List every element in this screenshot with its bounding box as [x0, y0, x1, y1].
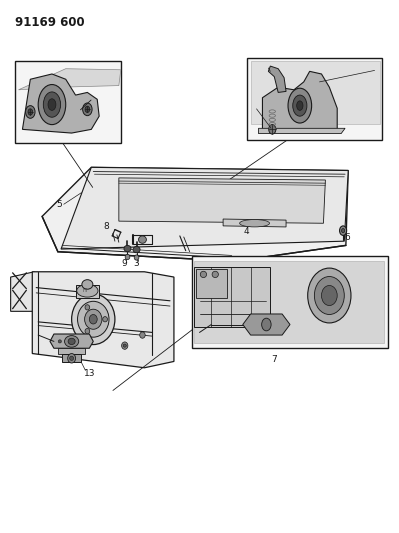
Text: 13: 13	[84, 368, 96, 377]
Ellipse shape	[68, 338, 75, 344]
Ellipse shape	[72, 294, 115, 344]
Text: 8: 8	[103, 222, 109, 231]
Text: 4: 4	[244, 227, 249, 236]
Ellipse shape	[89, 314, 97, 324]
Bar	[192, 256, 388, 348]
Ellipse shape	[77, 301, 109, 337]
Ellipse shape	[262, 318, 271, 331]
Polygon shape	[58, 348, 85, 353]
Ellipse shape	[85, 328, 90, 334]
Ellipse shape	[85, 106, 90, 112]
Ellipse shape	[125, 254, 130, 260]
Polygon shape	[42, 167, 348, 261]
Ellipse shape	[123, 344, 126, 347]
Text: 6: 6	[344, 233, 350, 242]
Polygon shape	[61, 167, 348, 249]
Ellipse shape	[269, 125, 276, 134]
Ellipse shape	[293, 95, 307, 116]
Polygon shape	[223, 219, 286, 227]
Ellipse shape	[322, 286, 337, 305]
Polygon shape	[11, 272, 34, 311]
Ellipse shape	[57, 338, 63, 345]
Polygon shape	[259, 128, 345, 134]
Ellipse shape	[342, 229, 345, 233]
Ellipse shape	[43, 92, 61, 117]
Ellipse shape	[82, 280, 93, 289]
Text: 12: 12	[246, 101, 257, 110]
Ellipse shape	[103, 317, 107, 322]
Ellipse shape	[200, 271, 207, 278]
Polygon shape	[32, 272, 174, 368]
Ellipse shape	[26, 106, 35, 118]
Ellipse shape	[138, 236, 146, 243]
Ellipse shape	[38, 85, 66, 125]
Polygon shape	[243, 314, 290, 335]
Polygon shape	[22, 74, 99, 133]
Ellipse shape	[48, 99, 56, 110]
Ellipse shape	[340, 226, 347, 236]
Bar	[247, 58, 383, 140]
Ellipse shape	[212, 271, 218, 278]
Ellipse shape	[133, 246, 140, 253]
Ellipse shape	[140, 332, 145, 338]
Ellipse shape	[65, 336, 79, 347]
Text: 10: 10	[373, 60, 383, 69]
Ellipse shape	[314, 277, 344, 314]
Polygon shape	[194, 266, 270, 327]
Polygon shape	[196, 269, 227, 298]
Text: 2: 2	[99, 93, 105, 102]
Polygon shape	[269, 66, 286, 92]
Text: HI: HI	[83, 288, 88, 293]
Ellipse shape	[77, 285, 98, 297]
Text: 9: 9	[121, 259, 127, 268]
Polygon shape	[18, 69, 121, 90]
Ellipse shape	[83, 103, 92, 116]
Ellipse shape	[68, 353, 75, 363]
Polygon shape	[251, 61, 381, 124]
Ellipse shape	[58, 340, 61, 343]
Ellipse shape	[124, 245, 131, 252]
Polygon shape	[50, 334, 93, 348]
Ellipse shape	[134, 255, 139, 260]
Polygon shape	[263, 71, 337, 130]
Ellipse shape	[297, 101, 303, 110]
Polygon shape	[62, 353, 81, 362]
Ellipse shape	[28, 109, 33, 115]
Text: 7: 7	[271, 356, 277, 365]
Polygon shape	[75, 285, 99, 298]
Bar	[15, 61, 121, 142]
Polygon shape	[194, 261, 384, 343]
Ellipse shape	[70, 356, 73, 360]
Ellipse shape	[288, 88, 312, 123]
Text: 11: 11	[261, 58, 271, 67]
Ellipse shape	[85, 305, 90, 310]
Ellipse shape	[122, 342, 128, 349]
Ellipse shape	[85, 309, 102, 329]
Text: 91169 600: 91169 600	[15, 16, 84, 29]
Ellipse shape	[308, 268, 351, 323]
Ellipse shape	[240, 220, 270, 227]
Text: 5: 5	[56, 200, 62, 209]
Polygon shape	[119, 178, 326, 223]
Text: 3: 3	[134, 259, 139, 268]
